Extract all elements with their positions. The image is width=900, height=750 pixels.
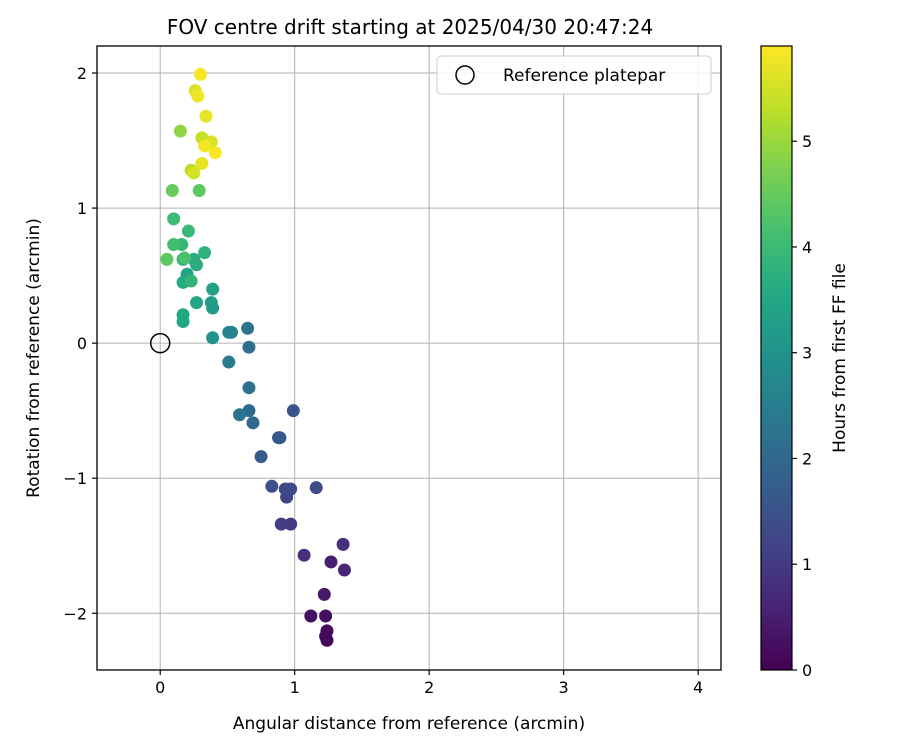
legend: Reference platepar bbox=[436, 55, 712, 95]
scatter-point bbox=[191, 89, 205, 103]
y-tick-label: 1 bbox=[77, 199, 87, 218]
reference-platepar-point bbox=[149, 332, 171, 354]
x-axis-ticks: 0 1 2 3 4 bbox=[155, 670, 703, 697]
scatter-point bbox=[284, 517, 298, 531]
scatter-point bbox=[265, 479, 279, 493]
scatter-point bbox=[246, 416, 260, 430]
x-axis-label: Angular distance from reference (arcmin) bbox=[233, 714, 585, 734]
scatter-point bbox=[204, 296, 218, 310]
scatter-point bbox=[167, 238, 181, 252]
colorbar bbox=[760, 45, 793, 671]
scatter-point bbox=[190, 296, 204, 310]
y-tick-label: 0 bbox=[77, 334, 87, 353]
scatter-point bbox=[206, 331, 220, 345]
scatter-point bbox=[242, 340, 256, 354]
legend-label: Reference platepar bbox=[503, 66, 665, 86]
scatter-point bbox=[187, 166, 201, 180]
scatter-point bbox=[319, 609, 333, 623]
colorbar-tick-label: 1 bbox=[802, 555, 812, 574]
scatter-point bbox=[181, 224, 195, 238]
scatter-point bbox=[160, 252, 174, 266]
scatter-point bbox=[206, 282, 220, 296]
x-tick-label: 4 bbox=[693, 678, 703, 697]
y-tick-label: 2 bbox=[77, 64, 87, 83]
y-axis-label: Rotation from reference (arcmin) bbox=[24, 218, 44, 498]
scatter-point bbox=[278, 482, 292, 496]
colorbar-tick-label: 0 bbox=[802, 661, 812, 680]
scatter-point bbox=[297, 548, 311, 562]
scatter-point bbox=[286, 404, 300, 418]
grid-lines bbox=[97, 46, 721, 670]
y-tick-label: −1 bbox=[63, 469, 87, 488]
x-tick-label: 2 bbox=[424, 678, 434, 697]
scatter-point bbox=[167, 212, 181, 226]
scatter-point bbox=[165, 184, 179, 198]
scatter-point bbox=[194, 67, 208, 81]
scatter-point bbox=[199, 109, 213, 123]
x-tick-label: 1 bbox=[290, 678, 300, 697]
y-axis-ticks: 2 1 0 −1 −2 bbox=[63, 64, 97, 623]
legend-marker-open-circle bbox=[455, 65, 475, 85]
scatter-point bbox=[177, 251, 191, 265]
scatter-point bbox=[309, 481, 323, 495]
scatter-point bbox=[274, 517, 288, 531]
scatter-point bbox=[198, 139, 212, 153]
colorbar-tick-label: 3 bbox=[802, 344, 812, 363]
legend-box bbox=[436, 55, 712, 95]
scatter-point bbox=[233, 408, 247, 422]
chart-title: FOV centre drift starting at 2025/04/30 … bbox=[167, 15, 653, 39]
scatter-point bbox=[198, 246, 212, 260]
colorbar-ticks: 0 1 2 3 4 5 bbox=[792, 132, 812, 680]
colorbar-tick-label: 5 bbox=[802, 132, 812, 151]
scatter-point bbox=[304, 609, 318, 623]
scatter-point bbox=[317, 587, 331, 601]
scatter-point bbox=[242, 381, 256, 395]
scatter-point bbox=[195, 157, 209, 171]
scatter-point bbox=[184, 274, 198, 288]
scatter-point bbox=[337, 563, 351, 577]
x-tick-label: 3 bbox=[559, 678, 569, 697]
colorbar-label: Hours from first FF file bbox=[830, 263, 850, 453]
scatter-point bbox=[173, 124, 187, 138]
scatter-point bbox=[222, 355, 236, 369]
axes-frame bbox=[96, 45, 722, 671]
x-tick-label: 0 bbox=[155, 678, 165, 697]
scatter-point bbox=[222, 325, 236, 339]
scatter-point bbox=[192, 184, 206, 198]
data-points bbox=[160, 67, 351, 647]
scatter-point bbox=[336, 537, 350, 551]
colorbar-tick-label: 4 bbox=[802, 238, 812, 257]
reference-marker bbox=[149, 332, 171, 354]
scatter-point bbox=[208, 146, 222, 160]
scatter-point bbox=[324, 555, 338, 569]
scatter-point bbox=[176, 308, 190, 322]
colorbar-tick-label: 2 bbox=[802, 449, 812, 468]
scatter-point bbox=[272, 431, 286, 445]
scatter-point bbox=[241, 321, 255, 335]
scatter-point bbox=[320, 624, 334, 638]
scatter-point bbox=[254, 450, 268, 464]
y-tick-label: −2 bbox=[63, 604, 87, 623]
